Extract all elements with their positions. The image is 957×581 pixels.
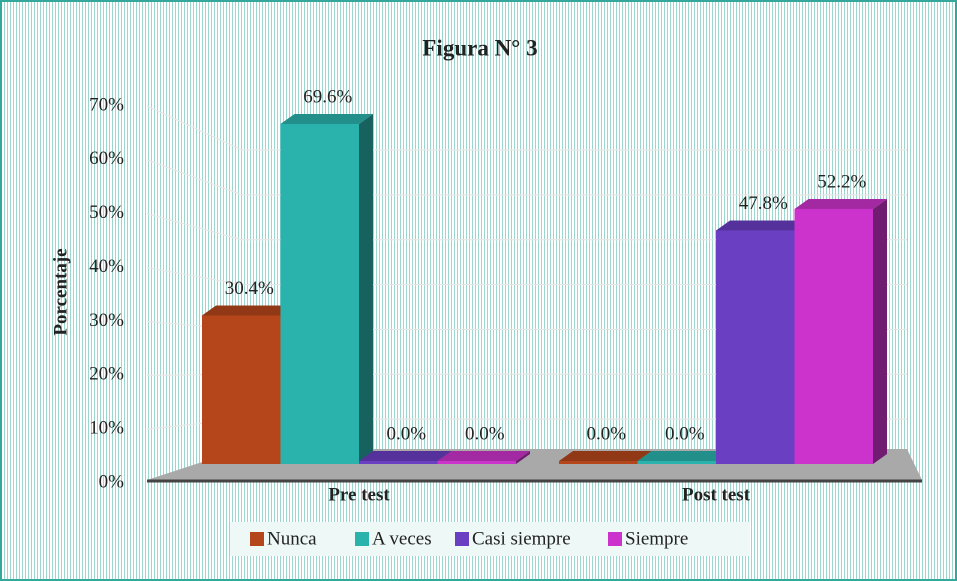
legend-label: A veces: [372, 528, 432, 549]
bar-top: [359, 451, 452, 461]
y-tick-label: 40%: [89, 256, 124, 277]
bar: [716, 230, 795, 464]
data-label: 30.4%: [225, 278, 274, 299]
bar: [437, 461, 516, 464]
y-tick-label: 60%: [89, 148, 124, 169]
data-label: 0.0%: [665, 423, 705, 444]
bar-side: [516, 451, 530, 464]
y-tick-label: 20%: [89, 364, 124, 385]
legend-swatch: [608, 532, 622, 546]
legend-swatch: [355, 532, 369, 546]
y-axis-title: Porcentaje: [50, 248, 71, 335]
bar: [359, 461, 438, 464]
y-tick-label: 10%: [89, 418, 124, 439]
y-tick-label: 70%: [89, 94, 124, 115]
bar-top: [794, 198, 887, 209]
legend-box: [230, 522, 750, 556]
bar-top: [280, 113, 373, 124]
grid-line: [146, 159, 907, 196]
chart-title: Figura N° 3: [422, 35, 537, 60]
data-label: 0.0%: [386, 423, 426, 444]
data-label: 0.0%: [465, 423, 505, 444]
x-tick-label: Post test: [682, 484, 751, 505]
bar-top: [202, 305, 295, 316]
bar: [637, 461, 716, 464]
x-tick-label: Pre test: [328, 484, 390, 505]
bar: [794, 208, 873, 464]
legend-label: Casi siempre: [472, 528, 571, 549]
bar-top: [637, 451, 730, 461]
grid-line: [146, 105, 907, 151]
y-tick-label: 0%: [99, 471, 125, 492]
grid-line: [146, 266, 907, 286]
bar-top: [559, 451, 652, 461]
bar-side: [359, 113, 373, 464]
grid-line: [146, 213, 907, 241]
y-tick-label: 30%: [89, 310, 124, 331]
data-label: 0.0%: [586, 423, 626, 444]
bar: [280, 123, 359, 464]
bar-top: [437, 451, 530, 461]
legend-label: Siempre: [625, 528, 688, 549]
bar-top: [716, 220, 809, 231]
legend-swatch: [455, 532, 469, 546]
y-tick-label: 50%: [89, 202, 124, 223]
legend-label: Nunca: [267, 528, 317, 549]
bar: [202, 315, 281, 464]
data-label: 69.6%: [303, 86, 352, 107]
legend-swatch: [250, 532, 264, 546]
data-label: 52.2%: [817, 171, 866, 192]
bar: [559, 461, 638, 464]
bar-side: [873, 198, 887, 465]
data-label: 47.8%: [739, 193, 788, 214]
